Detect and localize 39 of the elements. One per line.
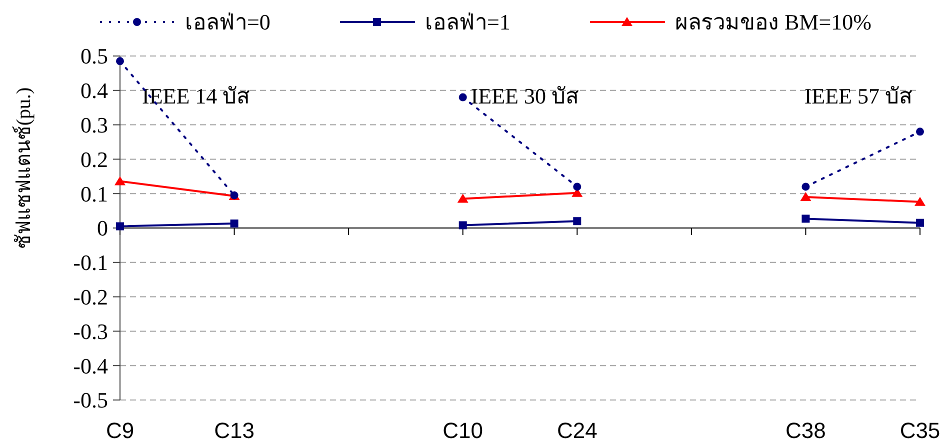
point: [114, 176, 126, 186]
y-tick-label: 0.3: [80, 112, 108, 138]
point: [116, 57, 124, 66]
point: [802, 182, 810, 191]
legend-label: เอลฟ่า=0: [185, 10, 270, 35]
x-tick-label: C13: [214, 418, 254, 443]
y-tick-label: 0: [97, 216, 108, 241]
y-tick-label: -0.5: [73, 388, 108, 413]
y-tick-label: -0.4: [73, 353, 108, 378]
y-tick-label: 0.1: [80, 181, 108, 206]
y-tick-label: -0.1: [73, 250, 108, 276]
point: [802, 214, 810, 223]
y-tick-label: -0.3: [73, 318, 108, 344]
point: [458, 221, 467, 230]
point: [458, 93, 467, 102]
point: [800, 192, 812, 202]
y-tick-label: 0.4: [80, 78, 108, 104]
point: [916, 218, 924, 227]
y-tick-label: 0.5: [80, 44, 108, 69]
point: [116, 222, 124, 230]
point: [457, 194, 468, 203]
point: [573, 217, 582, 226]
point: [230, 220, 238, 228]
point: [573, 182, 582, 191]
legend-label: เอลฟ่า=1: [425, 10, 510, 35]
x-tick-label: C38: [786, 418, 826, 443]
annotation: IEEE 14 บัส: [142, 84, 251, 109]
legend-label: ผลรวมของ BM=10%: [675, 10, 872, 35]
point: [914, 196, 926, 206]
point: [916, 128, 924, 136]
x-tick-label: C9: [106, 418, 134, 443]
x-tick-label: C24: [556, 418, 598, 443]
x-tick-label: C10: [442, 418, 484, 443]
x-tick-label: C35: [900, 418, 940, 443]
y-axis-title: ซัฟแซฟแตนซ์(pu.): [12, 87, 35, 249]
annotation: IEEE 30 บัส: [470, 84, 580, 109]
y-tick-label: 0.2: [80, 146, 108, 172]
annotation: IEEE 57 บัส: [804, 84, 913, 109]
y-tick-label: -0.2: [73, 284, 108, 310]
